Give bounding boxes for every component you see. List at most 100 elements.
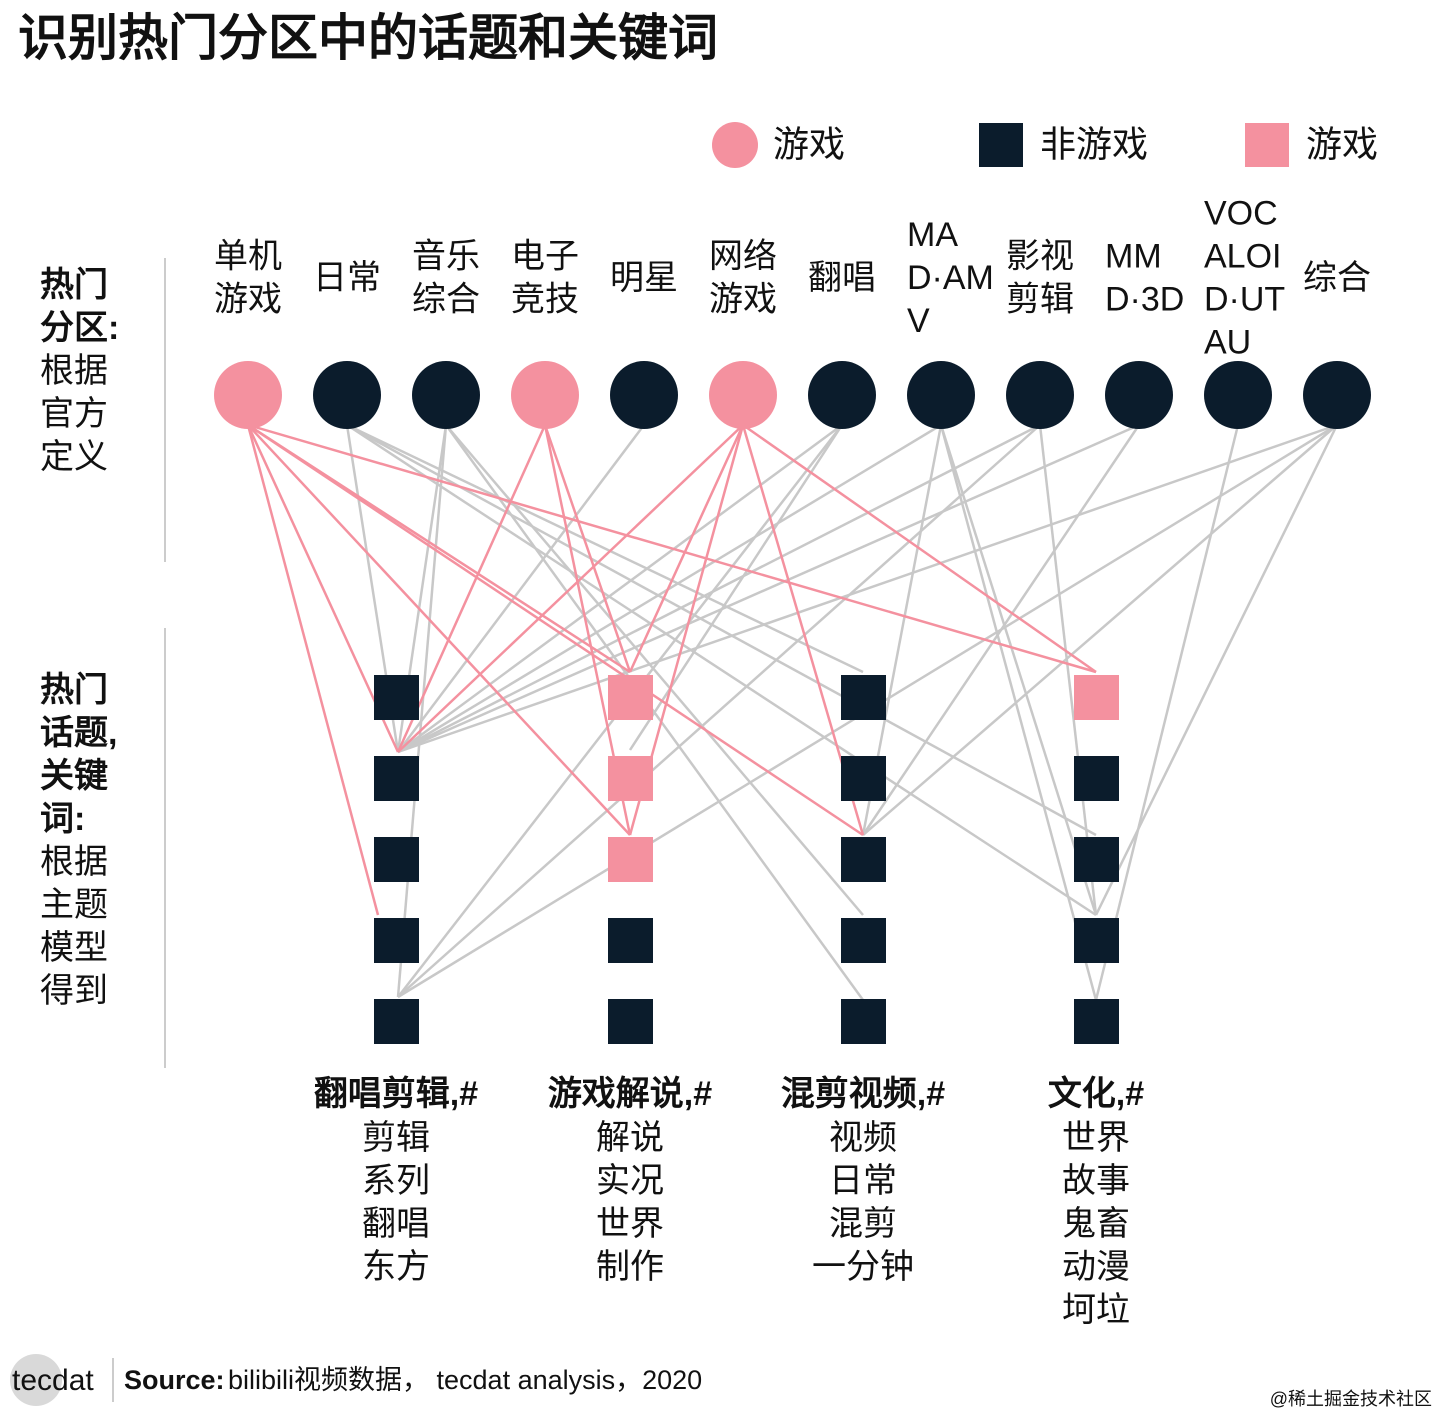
topic-square — [1074, 999, 1119, 1044]
title: 识别热门分区中的话题和关键词 — [18, 10, 718, 66]
topic-word: 东方 — [362, 1248, 430, 1286]
topic-title: 文化,# — [1048, 1075, 1144, 1113]
watermark: @稀土掘金技术社区 — [1270, 1389, 1432, 1409]
legend-swatch — [712, 122, 758, 168]
edge — [397, 423, 1338, 754]
topic-square — [1074, 837, 1119, 882]
node-label: 日常 — [313, 259, 381, 297]
edge — [543, 424, 632, 673]
node — [709, 361, 777, 429]
topic-word: 解说 — [596, 1119, 664, 1157]
node-label: AU — [1204, 323, 1251, 361]
logo: tecdat — [12, 1364, 94, 1397]
topic-word: 翻唱 — [362, 1205, 430, 1243]
edge — [1094, 424, 1339, 916]
section-label: 模型 — [40, 929, 108, 967]
node — [1204, 361, 1272, 429]
edge — [396, 424, 547, 753]
node-label: 翻唱 — [808, 259, 876, 297]
topic-word: 世界 — [596, 1205, 664, 1243]
topic-square — [1074, 918, 1119, 963]
node-label: 影视 — [1006, 237, 1074, 275]
node-label: 游戏 — [709, 280, 777, 318]
node-label: 音乐 — [412, 237, 480, 275]
node-label: 明星 — [610, 259, 678, 297]
edge — [247, 423, 864, 837]
topic-square — [374, 756, 419, 801]
edge — [628, 424, 844, 751]
node-label: 综合 — [412, 280, 480, 318]
section-label: 主题 — [40, 886, 108, 924]
node — [610, 361, 678, 429]
edge — [397, 423, 1041, 754]
topic-square — [374, 999, 419, 1044]
topic-square — [608, 756, 653, 801]
section-label: 根据 — [40, 843, 108, 881]
topic-square — [608, 999, 653, 1044]
section-label: 官方 — [40, 395, 108, 433]
node-label: 网络 — [709, 237, 777, 275]
node-label: MM — [1105, 237, 1162, 275]
topic-square — [374, 837, 419, 882]
node — [1006, 361, 1074, 429]
topic-square — [608, 837, 653, 882]
topic-word: 系列 — [362, 1162, 430, 1200]
edge — [397, 424, 744, 753]
edge — [397, 423, 1140, 754]
node-label: D·3D — [1105, 280, 1184, 318]
legend-label: 游戏 — [773, 124, 845, 165]
topic-word: 剪辑 — [362, 1119, 430, 1157]
edge — [246, 424, 400, 753]
topic-word: 日常 — [829, 1162, 897, 1200]
topic-word: 鬼畜 — [1062, 1205, 1130, 1243]
topic-title: 混剪视频,# — [781, 1075, 945, 1113]
topic-square — [841, 918, 886, 963]
topic-word: 一分钟 — [812, 1248, 914, 1286]
legend-label: 非游戏 — [1040, 124, 1148, 165]
topic-square — [1074, 756, 1119, 801]
edge — [247, 423, 1097, 674]
topic-word: 动漫 — [1062, 1248, 1130, 1286]
legend-label: 游戏 — [1306, 124, 1378, 165]
node-label: D·AM — [907, 259, 994, 297]
node — [511, 361, 579, 429]
section-label: 热门 — [40, 671, 108, 709]
legend-swatch — [1245, 123, 1289, 167]
node-label: 单机 — [214, 237, 282, 275]
node — [808, 361, 876, 429]
node — [214, 361, 282, 429]
node-label: 剪辑 — [1006, 280, 1074, 318]
edge — [397, 423, 843, 754]
node — [313, 361, 381, 429]
edge — [939, 424, 1098, 916]
node-label: 综合 — [1303, 259, 1371, 297]
edge — [939, 424, 1098, 1001]
edge — [445, 424, 864, 916]
edge — [1094, 424, 1240, 1001]
topic-word: 制作 — [596, 1248, 664, 1286]
node-label: ALOI — [1204, 237, 1281, 275]
edge — [346, 423, 864, 674]
topic-title: 翻唱剪辑,# — [314, 1075, 478, 1113]
topic-square — [608, 675, 653, 720]
node-label: D·UT — [1204, 280, 1285, 318]
section-label: 得到 — [40, 972, 108, 1010]
edge — [346, 423, 1097, 837]
edge — [346, 423, 1097, 917]
node-label: 游戏 — [214, 280, 282, 318]
topic-word: 坷垃 — [1062, 1291, 1130, 1329]
topic-square — [608, 918, 653, 963]
section-label: 关键 — [40, 757, 108, 795]
section-label: 话题, — [40, 714, 117, 752]
node-label: 竞技 — [511, 280, 579, 318]
node-label: VOC — [1204, 194, 1278, 232]
topic-square — [841, 999, 886, 1044]
topic-word: 实况 — [596, 1162, 664, 1200]
topic-title: 游戏解说,# — [548, 1075, 712, 1113]
node-label: 电子 — [511, 237, 579, 275]
topic-square — [374, 675, 419, 720]
node — [1303, 361, 1371, 429]
edge — [397, 424, 1041, 998]
edge — [246, 424, 380, 916]
